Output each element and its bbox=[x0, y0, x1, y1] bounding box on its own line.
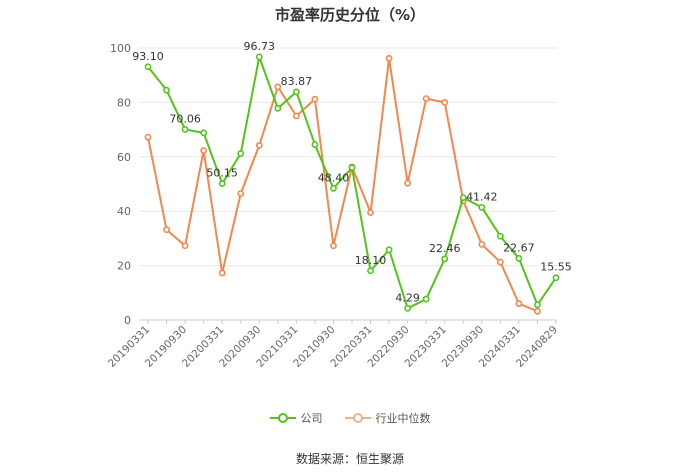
legend-label-company: 公司 bbox=[300, 412, 323, 425]
data-point-industry-median bbox=[200, 147, 208, 154]
y-tick-label: 80 bbox=[117, 96, 131, 109]
data-point-company bbox=[292, 88, 300, 96]
legend-item-company[interactable]: 公司 bbox=[269, 410, 323, 426]
data-label: 18.10 bbox=[355, 254, 387, 267]
data-point-company bbox=[496, 232, 504, 240]
data-label: 70.06 bbox=[169, 112, 201, 125]
data-label: 41.42 bbox=[466, 190, 498, 203]
data-point-company bbox=[218, 180, 226, 187]
legend-swatch-industry-median bbox=[344, 413, 371, 423]
chart-legend: 公司 行业中位数 bbox=[0, 410, 700, 426]
y-tick-label: 100 bbox=[110, 42, 131, 55]
y-tick-label: 60 bbox=[117, 151, 131, 164]
data-point-company bbox=[478, 203, 486, 211]
data-label: 4.29 bbox=[395, 291, 420, 304]
data-point-company bbox=[255, 53, 263, 61]
data-point-industry-median bbox=[534, 307, 541, 315]
data-point-company bbox=[385, 246, 393, 254]
data-point-company bbox=[422, 295, 430, 303]
data-label: 50.15 bbox=[206, 167, 238, 180]
legend-swatch-company bbox=[269, 413, 296, 423]
legend-item-industry-median[interactable]: 行业中位数 bbox=[344, 410, 431, 426]
data-point-company bbox=[367, 267, 374, 275]
data-label: 48.40 bbox=[318, 171, 350, 184]
data-point-industry-median bbox=[163, 226, 170, 234]
data-point-company bbox=[144, 63, 152, 71]
data-point-industry-median bbox=[218, 269, 226, 277]
data-point-company bbox=[330, 184, 337, 192]
data-point-company bbox=[163, 86, 170, 94]
data-point-company bbox=[534, 301, 541, 309]
data-source: 数据来源：恒生聚源 bbox=[295, 452, 404, 466]
data-label: 22.67 bbox=[503, 241, 535, 254]
data-point-industry-median bbox=[330, 242, 337, 250]
line-chart: 0204060801002019033120190930202003312020… bbox=[106, 40, 572, 370]
data-point-industry-median bbox=[515, 300, 523, 308]
data-point-industry-median bbox=[237, 190, 245, 197]
data-point-industry-median bbox=[478, 240, 486, 248]
y-tick-label: 40 bbox=[117, 205, 131, 218]
data-point-industry-median bbox=[274, 83, 282, 91]
data-point-industry-median bbox=[367, 209, 374, 216]
data-point-industry-median bbox=[496, 258, 504, 266]
data-point-company bbox=[274, 104, 282, 112]
data-point-company bbox=[348, 164, 356, 172]
y-tick-label: 20 bbox=[117, 260, 131, 273]
y-tick-label: 0 bbox=[124, 314, 131, 327]
data-point-industry-median bbox=[441, 99, 449, 106]
data-point-company bbox=[404, 304, 412, 312]
data-label: 93.10 bbox=[132, 50, 164, 63]
data-point-industry-median bbox=[292, 112, 300, 120]
data-point-industry-median bbox=[255, 141, 263, 149]
data-label: 96.73 bbox=[244, 40, 276, 53]
data-point-company bbox=[200, 129, 208, 137]
data-point-industry-median bbox=[404, 179, 412, 187]
series-line-industry-median bbox=[147, 57, 538, 313]
data-point-industry-median bbox=[385, 54, 393, 62]
data-point-company bbox=[459, 194, 467, 201]
data-point-industry-median bbox=[144, 133, 152, 141]
data-point-company bbox=[181, 126, 189, 133]
data-label: 22.46 bbox=[429, 242, 461, 255]
data-point-company bbox=[441, 255, 449, 263]
data-point-company bbox=[237, 150, 245, 157]
chart-title: 市盈率历史分位（%） bbox=[274, 6, 426, 24]
data-label: 15.55 bbox=[540, 261, 572, 274]
data-label: 83.87 bbox=[281, 75, 313, 88]
data-point-company bbox=[515, 254, 523, 262]
data-point-industry-median bbox=[311, 95, 319, 103]
legend-label-industry-median: 行业中位数 bbox=[375, 412, 431, 425]
data-point-industry-median bbox=[181, 242, 189, 250]
data-point-industry-median bbox=[422, 95, 430, 102]
data-point-company bbox=[311, 141, 319, 148]
data-point-company bbox=[552, 274, 560, 282]
